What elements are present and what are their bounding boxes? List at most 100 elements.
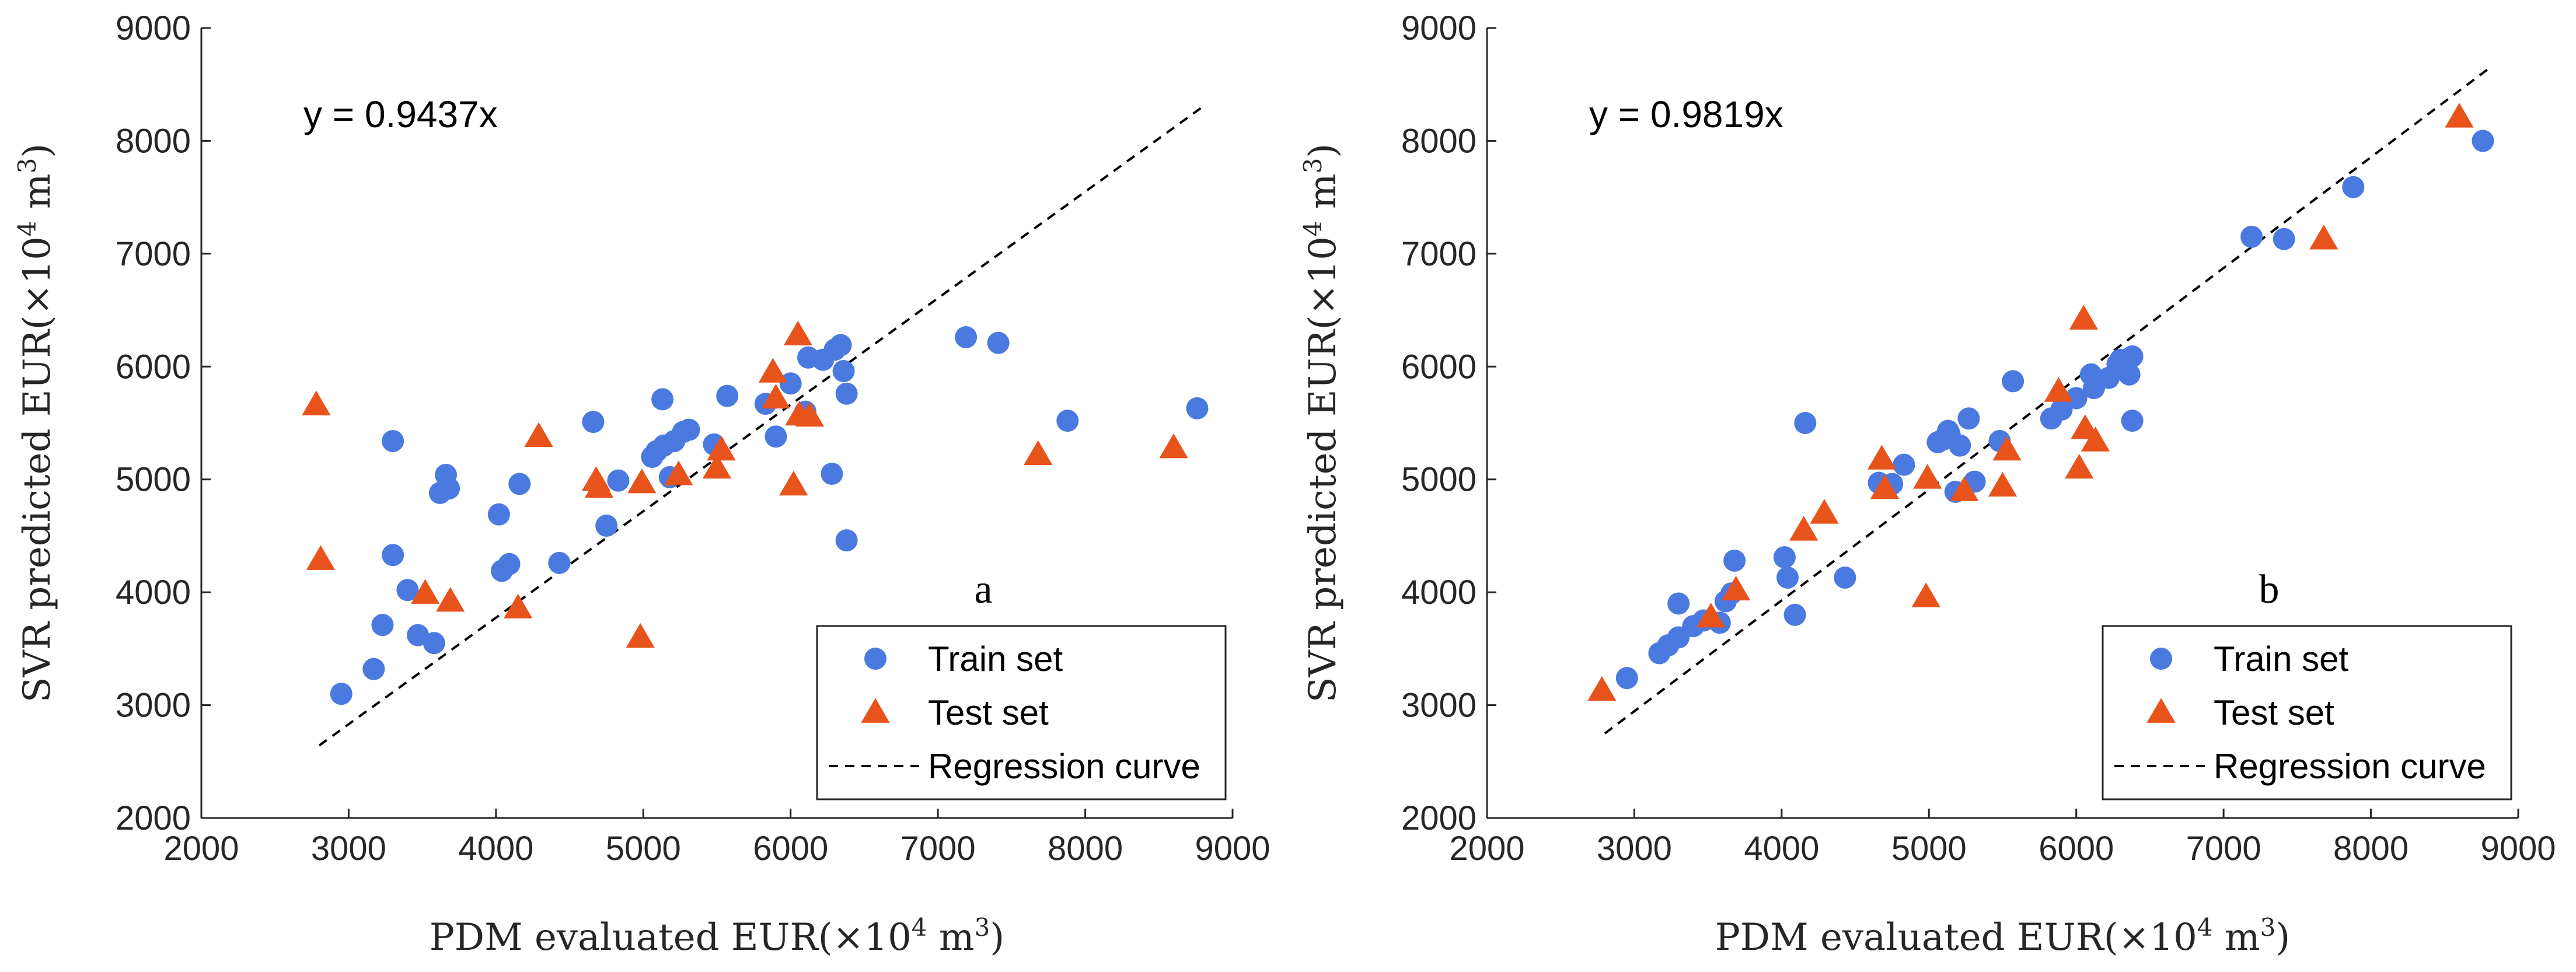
train-point xyxy=(382,429,404,452)
legend-train-marker xyxy=(864,648,886,670)
x-axis-title: PDM evaluated EUR(×104 m3) xyxy=(430,913,1005,960)
train-point xyxy=(548,551,571,574)
x-tick-label: 9000 xyxy=(2480,830,2556,868)
test-point xyxy=(504,593,533,619)
x-tick-label: 9000 xyxy=(1195,830,1270,868)
train-point xyxy=(1949,434,1971,457)
x-tick-label: 6000 xyxy=(2039,830,2114,868)
legend-entry: Regression curve xyxy=(2214,747,2486,786)
x-tick-label: 7000 xyxy=(900,830,976,868)
legend-entry: Train set xyxy=(2214,639,2349,679)
train-point xyxy=(607,469,630,492)
test-point xyxy=(1159,433,1188,459)
train-point xyxy=(362,658,385,680)
test-point xyxy=(1810,499,1839,524)
regression-equation: y = 0.9437x xyxy=(303,93,498,135)
train-point xyxy=(1893,453,1915,476)
test-point xyxy=(306,545,336,570)
test-point xyxy=(411,579,440,604)
test-point xyxy=(1867,445,1897,470)
train-point xyxy=(487,503,510,526)
train-point xyxy=(2240,225,2263,248)
test-point xyxy=(1697,603,1726,628)
y-tick-label: 5000 xyxy=(1401,461,1477,499)
x-tick-label: 8000 xyxy=(1048,830,1123,868)
test-point xyxy=(795,401,825,427)
regression-line xyxy=(318,105,1204,747)
y-axis-title: SVR predicted EUR(×104 m3) xyxy=(1299,144,1345,703)
y-tick-label: 6000 xyxy=(116,348,191,386)
test-point xyxy=(1024,440,1053,465)
test-point xyxy=(626,623,655,648)
test-point xyxy=(1870,474,1900,499)
train-point xyxy=(832,360,855,383)
test-point xyxy=(1911,582,1940,607)
train-point xyxy=(2472,130,2494,152)
y-tick-label: 2000 xyxy=(116,799,191,837)
y-tick-label: 9000 xyxy=(116,9,191,47)
train-point xyxy=(396,579,419,602)
regression-equation: y = 0.9819x xyxy=(1589,93,1783,135)
train-point xyxy=(582,411,605,433)
x-tick-label: 5000 xyxy=(606,830,681,868)
train-point xyxy=(2273,228,2295,250)
train-point xyxy=(829,334,852,356)
test-point xyxy=(2044,377,2074,402)
y-tick-label: 3000 xyxy=(116,687,191,725)
x-tick-label: 5000 xyxy=(1891,830,1967,868)
x-tick-label: 2000 xyxy=(1449,830,1524,868)
train-point xyxy=(438,477,460,500)
train-point xyxy=(678,418,700,441)
train-point xyxy=(1783,603,1806,626)
train-point xyxy=(821,463,843,485)
test-point xyxy=(2309,225,2338,250)
test-point xyxy=(435,587,465,612)
train-point xyxy=(1615,667,1638,690)
train-point xyxy=(1186,397,1209,419)
y-tick-label: 8000 xyxy=(1401,122,1477,160)
legend-train-marker xyxy=(2150,648,2172,670)
x-tick-label: 3000 xyxy=(311,830,386,868)
y-tick-label: 2000 xyxy=(1401,799,1477,837)
y-tick-label: 4000 xyxy=(1401,574,1477,611)
train-point xyxy=(955,326,978,348)
test-point xyxy=(584,473,614,498)
test-point xyxy=(707,435,736,461)
x-tick-label: 2000 xyxy=(163,830,239,868)
train-point xyxy=(498,553,521,575)
test-point xyxy=(1721,575,1751,601)
test-point xyxy=(702,453,732,479)
legend: Train set Test set Regression curve xyxy=(816,625,1227,800)
test-point xyxy=(1587,676,1617,701)
test-point xyxy=(779,470,808,496)
train-point xyxy=(1957,407,1980,430)
train-point xyxy=(2121,345,2144,368)
test-point xyxy=(2081,426,2110,452)
y-tick-label: 6000 xyxy=(1401,348,1477,386)
test-point xyxy=(2065,453,2094,479)
series-train-set xyxy=(330,326,1209,705)
y-tick-label: 7000 xyxy=(116,235,191,273)
train-point xyxy=(1773,546,1796,569)
legend-test-marker xyxy=(2146,698,2176,723)
train-point xyxy=(2342,176,2365,198)
x-tick-label: 6000 xyxy=(753,830,828,868)
regression-line xyxy=(1604,67,2490,735)
test-point xyxy=(1789,516,1818,541)
panel-label: b xyxy=(2259,567,2280,612)
train-point xyxy=(1056,410,1079,432)
legend-entry: Regression curve xyxy=(928,747,1200,786)
test-point xyxy=(2069,305,2098,330)
series-test-set xyxy=(1587,103,2474,701)
train-point xyxy=(2065,387,2088,410)
train-point xyxy=(779,372,802,395)
train-point xyxy=(651,388,674,411)
test-point xyxy=(761,383,791,409)
y-axis-title: SVR predicted EUR(×104 m3) xyxy=(13,144,60,703)
train-point xyxy=(1834,566,1856,589)
train-point xyxy=(371,614,394,637)
legend-entry: Test set xyxy=(2214,693,2334,732)
x-tick-label: 7000 xyxy=(2186,830,2261,868)
series-test-set xyxy=(302,320,1188,648)
